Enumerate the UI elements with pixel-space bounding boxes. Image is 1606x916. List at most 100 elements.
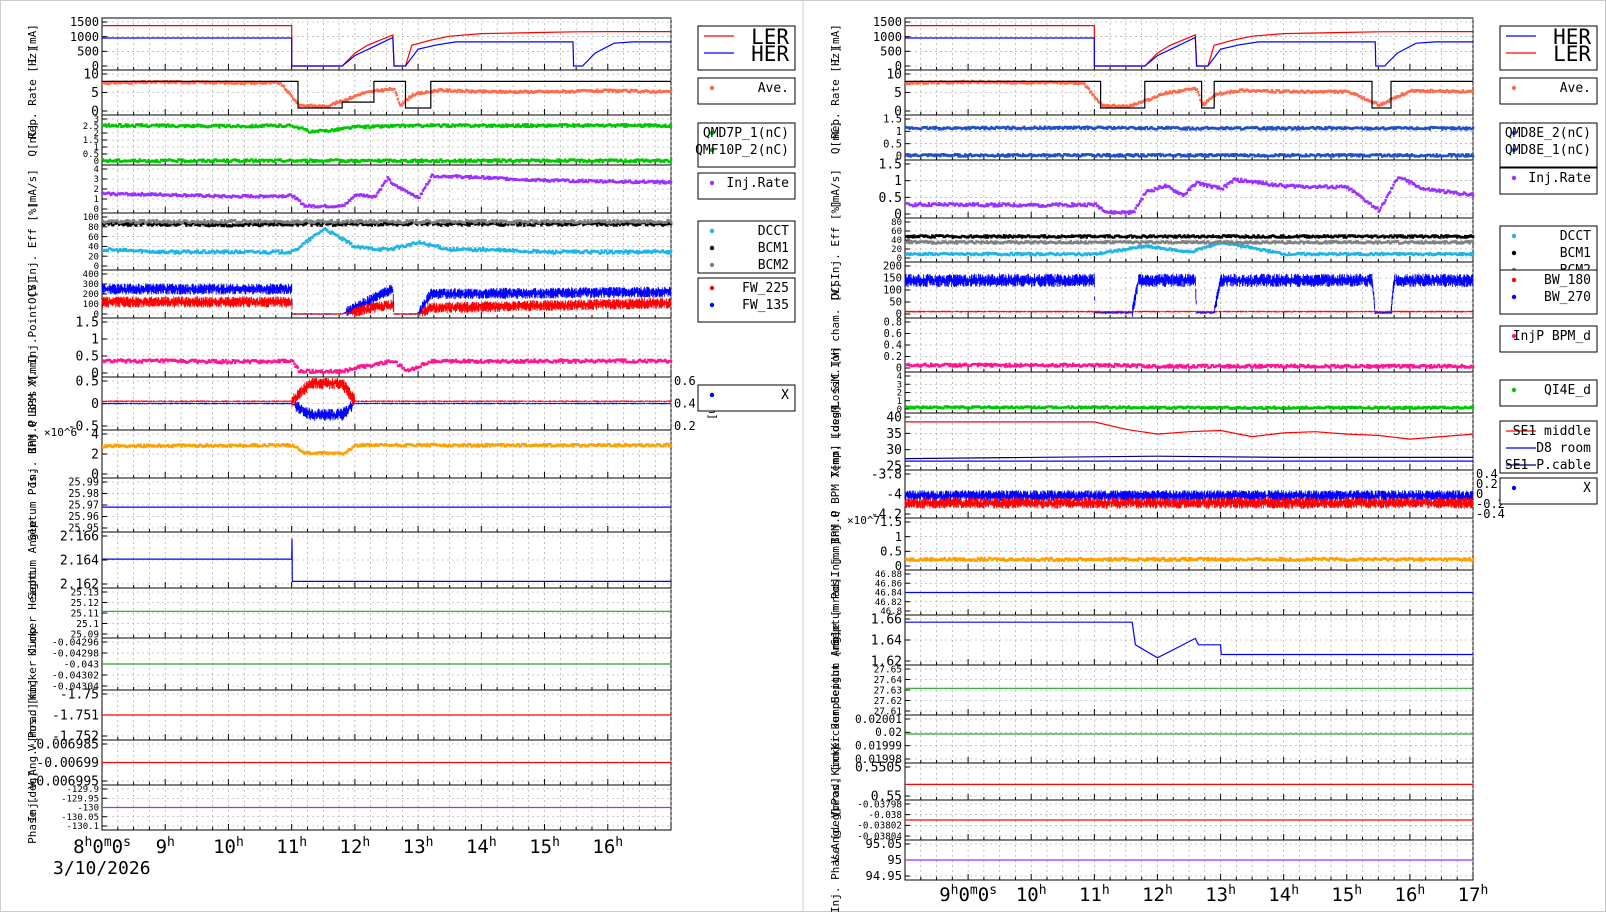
right-panel-2-ytick-label: 1.5 [883, 114, 902, 126]
right-panel-0-legend-label: HER [1553, 25, 1591, 49]
right-xtick-label: 9h​0m​0s​ [939, 883, 997, 906]
right-panel-11-ytick-label: 46.8 [880, 607, 902, 617]
left-panel-8-ytick-label: 0 [91, 468, 99, 483]
right-panel-7-ytick-label: 0 [897, 405, 902, 415]
left-panel-8-series-q [102, 442, 673, 456]
left-panel-1-legend-box [697, 77, 796, 105]
right-xtick-label: 17h​ [1458, 883, 1489, 906]
left-panel-4-ytick-label: 80 [88, 223, 99, 233]
right-panel-3-series-inj-rate [905, 176, 1475, 216]
left-panel-12-ytick-label: -0.04296 [52, 637, 99, 648]
right-panel-3-ytick-label: 0 [894, 208, 902, 223]
left-panel-4-ylabel: Inj. Eff [%] [26, 202, 39, 281]
left-panel-4-ytick-label: 20 [88, 252, 99, 262]
right-panel-3-ylabel: [mA/s] [829, 169, 842, 209]
left-panel-14-ytick-label: -0.006985 [29, 738, 99, 753]
left-panel-5-ytick-label: 300 [83, 280, 99, 290]
left-panel-6-ylabel: Loss M. Inj.Point [V] [26, 278, 39, 417]
left-panel-4-legend-swatch [709, 245, 715, 251]
left-panel-7-series-y [101, 378, 672, 408]
right-panel-5-legend-box [1499, 269, 1598, 315]
right-panel-2-legend-label: QMD8E_2(nC) [1505, 126, 1591, 141]
left-panel-10-series-angle [102, 538, 671, 582]
left-panel-14-ytick-label: -0.006995 [29, 775, 99, 790]
left-xtick-label: 13h​ [403, 835, 434, 858]
right-panel-3-legend-swatch [1511, 175, 1517, 181]
right-panel-14-ytick-label: 0.02 [875, 726, 902, 739]
right-panel-13-ytick-label: 27.65 [874, 664, 902, 675]
right-panel-5-series-bw-180 [904, 310, 1474, 313]
left-panel-3-ylabel: [mA/s] [26, 169, 39, 209]
right-panel-4-legend-label: DCCT [1560, 229, 1591, 244]
right-panel-16-ylabel: V.Ang. [mrad] [829, 777, 842, 863]
left-panel-4-ytick-label: 0 [94, 262, 99, 272]
right-panel-11-ytick-label: 46.88 [875, 570, 902, 580]
right-panel-9-legend-label: X [1583, 481, 1591, 496]
right-panel-4-series-bcm2 [905, 240, 1475, 245]
left-panel-13-ylabel: V.Pos. [mm] [26, 679, 39, 752]
left-panel-4-ytick-label: 40 [88, 243, 99, 253]
left-panel-2-legend-swatch [709, 147, 715, 153]
right-panel-8-ytick-label: 30 [886, 443, 902, 458]
right-panel-0-ylabel: I [mA] [829, 24, 842, 64]
right-panel-7-legend-swatch [1511, 387, 1517, 393]
left-panel-7-legend-label: X [781, 388, 789, 403]
right-panel-13-ytick-label: 27.63 [874, 685, 902, 696]
left-panel-7-ytick-right-label: 0.2 [674, 419, 696, 433]
left-panel-5-legend-label: FW_135 [742, 298, 789, 313]
left-panel-7-ylabel: Inj.P BPM X[mm] [26, 354, 39, 453]
right-panel-0-ytick-label: 1500 [873, 15, 902, 29]
right-panel-8-ytick-label: 25 [886, 460, 902, 475]
right-panel-7-ytick-label: 1 [897, 397, 902, 407]
left-panel-7-ytick-right-label: 0.4 [674, 397, 696, 411]
right-xtick-label: 13h​ [1205, 883, 1236, 906]
left-panel-12-ytick-label: -0.04302 [52, 670, 99, 681]
right-panel-0-legend-box [1499, 25, 1598, 71]
right-panel-13-ylabel: Kicker Height [mm] [829, 630, 842, 749]
left-panel-4-ytick-label: 100 [83, 213, 99, 223]
right-panel-9-ytick-label: -4.2 [871, 508, 902, 523]
right-panel-2-legend-box [1499, 122, 1598, 168]
right-panel-10-ytick-label: 0 [895, 559, 902, 573]
left-panel-2-ytick-label: 1.5 [83, 136, 99, 146]
right-panel-6-legend-swatch [1511, 333, 1517, 339]
right-panel-9-ytick-right-label: 0.4 [1476, 467, 1498, 481]
right-panel-2-series-qmd8e-2-nc- [905, 125, 1475, 131]
right-panel-2-ytick-label: 1 [896, 126, 902, 138]
right-panel-13-ytick-label: 27.64 [874, 675, 903, 686]
right-panel-1-legend-swatch [1511, 85, 1517, 91]
right-panel-7-legend-label: QI4E_d [1544, 383, 1591, 398]
left-panel-14-ytick-label: -0.00699 [36, 756, 99, 771]
left-panel-5-legend-label: FW_225 [742, 281, 789, 296]
right-panel-9-series-x [904, 490, 1474, 502]
right-panel-10-ytick-label: 1 [895, 530, 902, 544]
left-panel-4-legend-swatch [709, 228, 715, 234]
right-panel-9-ytick-right-label: 0 [1476, 487, 1483, 501]
left-panel-12-ytick-label: -0.04304 [52, 681, 99, 692]
left-panel-0-legend-box [697, 25, 796, 71]
right-panel-6-series-injp-bpm-d [905, 362, 1475, 369]
right-panel-11-ylabel: Septum Pos. [mm] [829, 540, 842, 646]
right-panel-17-ylabel: Inj. Phase [deg] [829, 807, 842, 912]
left-panel-2-series-qmf10p-2-nc- [102, 158, 673, 164]
right-panel-3-ytick-label: 1.5 [879, 158, 902, 173]
left-panel-2-series-qmd7p-1-nc- [102, 123, 673, 134]
right-panel-4-ytick-label: 0 [897, 254, 902, 264]
left-panel-2-ytick-label: 2 [94, 129, 99, 139]
right-panel-1-legend-label: Ave. [1560, 81, 1591, 96]
left-panel-12-ytick-label: -0.04298 [52, 648, 99, 659]
right-xtick-label: 14h​ [1268, 883, 1299, 906]
left-panel-9-ylabel: Septum Pos. [26, 469, 39, 542]
left-panel-11-ytick-label: 25.1 [76, 619, 99, 630]
right-panel-8-series-se1-middle [905, 421, 1474, 440]
left-panel-1-series-rate [102, 80, 671, 109]
left-panel-0-ytick-label: 0 [92, 59, 99, 73]
left-panel-8-ylabel: Inj. BPM Q [26, 421, 39, 487]
right-panel-12-ylabel: Septum Angle [mrad] [829, 577, 842, 703]
right-panel-7-ytick-label: 4 [897, 372, 902, 382]
left-panel-3-legend-label: Inj.Rate [726, 176, 789, 191]
left-panel-15-ytick-label: -129.9 [66, 785, 99, 795]
left-panel-4-legend-swatch [709, 262, 715, 268]
left-panel-15-ytick-label: -130 [77, 804, 99, 814]
left-panel-8-ytick-label: 4 [91, 428, 99, 443]
